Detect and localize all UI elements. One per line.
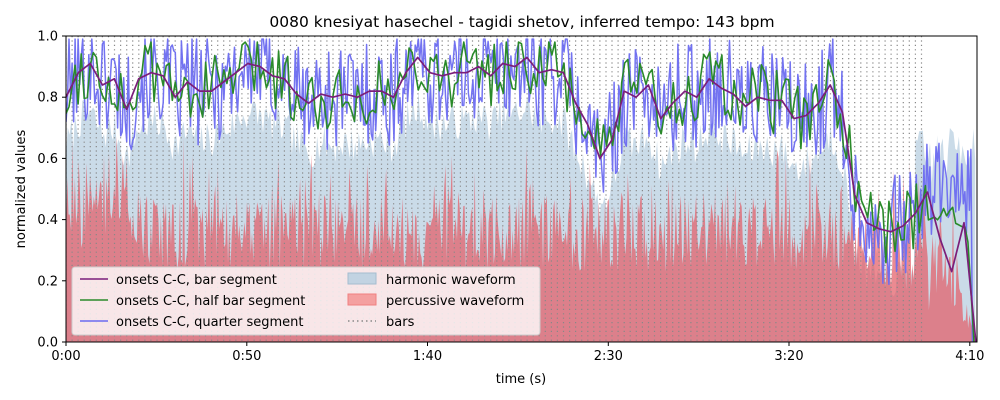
half-bar-segment-polyline xyxy=(66,41,975,342)
half-bar-segment-line xyxy=(66,41,975,342)
legend-entry-harmonic-waveform: harmonic waveform xyxy=(347,272,516,288)
legend-entry-percussive-waveform: percussive waveform xyxy=(347,293,524,309)
legend-entry-quarter-segment: onsets C-C, quarter segment xyxy=(80,315,303,330)
legend-entry-bar-segment: onsets C-C, bar segment xyxy=(80,273,277,288)
y-tick-label: 0.8 xyxy=(37,91,58,106)
quarter-segment-line xyxy=(66,38,974,342)
y-tick-label: 1.0 xyxy=(37,30,58,45)
legend-label-harmonic-waveform: harmonic waveform xyxy=(386,273,516,288)
legend-box xyxy=(71,266,541,336)
legend-swatch-harmonic-waveform xyxy=(347,272,377,285)
legend-label-quarter-segment: onsets C-C, quarter segment xyxy=(116,315,303,330)
y-axis-label: normalized values xyxy=(14,129,29,248)
legend-label-half-bar-segment: onsets C-C, half bar segment xyxy=(116,294,305,309)
x-tick-label: 0:50 xyxy=(232,349,261,364)
y-axis: 0.0 0.2 0.4 0.6 0.8 1.0 xyxy=(37,30,66,351)
legend-label-percussive-waveform: percussive waveform xyxy=(386,294,524,309)
y-tick-label: 0.0 xyxy=(37,336,58,351)
x-tick-label: 2:30 xyxy=(594,349,623,364)
legend-label-bar-segment: onsets C-C, bar segment xyxy=(116,273,277,288)
x-tick-label: 1:40 xyxy=(413,349,442,364)
legend-swatch-percussive-waveform xyxy=(347,293,377,306)
legend-entry-half-bar-segment: onsets C-C, half bar segment xyxy=(80,294,305,309)
x-tick-label: 4:10 xyxy=(955,349,984,364)
quarter-segment-polyline xyxy=(66,38,974,342)
x-tick-label: 3:20 xyxy=(774,349,803,364)
bar-segment-polyline xyxy=(66,56,977,342)
x-axis-label: time (s) xyxy=(496,372,546,387)
x-axis: 0:00 0:50 1:40 2:30 3:20 4:10 xyxy=(51,342,984,364)
y-tick-label: 0.6 xyxy=(37,152,58,167)
x-tick-label: 0:00 xyxy=(51,349,80,364)
chart-title: 0080 knesiyat hasechel - tagidi shetov, … xyxy=(269,13,774,31)
plot-frame xyxy=(65,35,978,343)
y-tick-label: 0.2 xyxy=(37,274,58,289)
legend-entry-bars: bars xyxy=(348,315,415,330)
legend: onsets C-C, bar segment onsets C-C, half… xyxy=(71,266,541,336)
legend-label-bars: bars xyxy=(386,315,415,330)
bar-segment-line xyxy=(66,56,977,342)
y-tick-label: 0.4 xyxy=(37,213,58,228)
